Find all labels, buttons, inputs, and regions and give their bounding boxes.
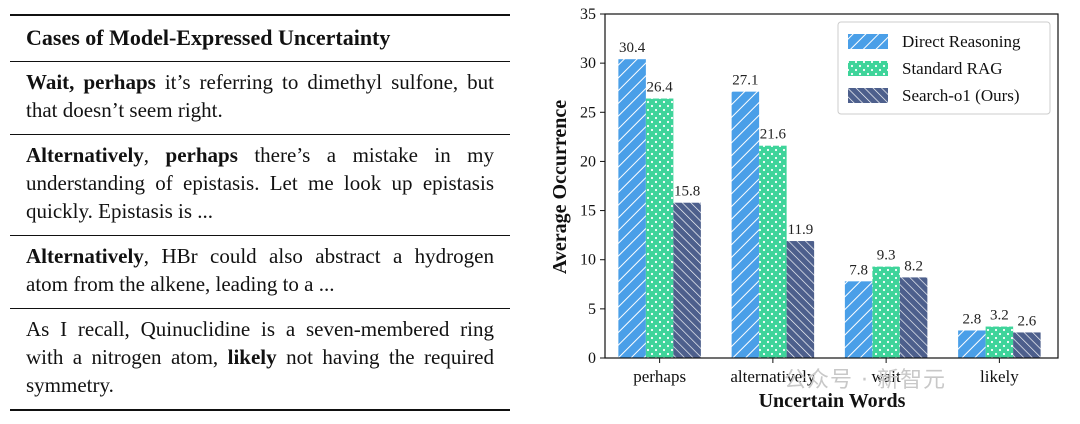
- data-label: 21.6: [760, 127, 787, 143]
- legend-swatch: [848, 61, 888, 76]
- case-text: As I recall, Quinuclidine is a seven-mem…: [26, 317, 494, 369]
- case-text: it’s referring to dimethyl sulfone, but …: [26, 70, 494, 122]
- y-tick-label: 0: [588, 350, 596, 367]
- bar: [673, 202, 701, 358]
- case-1: Wait, perhaps it’s referring to dimethyl…: [10, 62, 510, 134]
- watermark-text: 公众号 · 新智元: [784, 368, 946, 393]
- bar: [1013, 332, 1041, 358]
- legend: Direct Reasoning Standard RAG Search-o1 (O…: [837, 21, 1051, 115]
- uncertainty-cases-table: Cases of Model-Expressed Uncertainty Wai…: [10, 14, 510, 411]
- x-tick-label: alternatively: [730, 367, 815, 386]
- emphasis-word: Alternatively: [26, 244, 144, 268]
- y-tick-label: 20: [580, 153, 596, 170]
- y-tick-label: 35: [580, 6, 596, 23]
- y-tick-label: 10: [580, 252, 596, 269]
- emphasis-word: perhaps: [165, 143, 238, 167]
- legend-label: Standard RAG: [902, 59, 1003, 78]
- emphasis-word: Wait, perhaps: [26, 70, 156, 94]
- bar: [645, 98, 674, 359]
- bar: [899, 277, 928, 358]
- emphasis-word: likely: [227, 345, 277, 369]
- bar: [985, 326, 1014, 358]
- case-text: not having the required symmetry.: [26, 345, 494, 397]
- legend-label: Direct Reasoning: [902, 32, 1021, 51]
- case-text: , HBr could also abstract a hydro­gen at…: [26, 244, 494, 296]
- bars-layer: [618, 59, 1041, 359]
- case-text: there’s a mistake in my understanding of…: [26, 143, 494, 223]
- data-label: 26.4: [647, 80, 674, 96]
- bar: [958, 330, 986, 358]
- bar: [844, 281, 873, 358]
- table-bottom-rule: [10, 409, 510, 411]
- data-label: 30.4: [619, 40, 646, 56]
- data-label: 7.8: [849, 262, 868, 278]
- data-label: 2.8: [963, 311, 982, 327]
- x-tick-label: perhaps: [633, 367, 686, 386]
- data-label: 15.8: [674, 184, 700, 200]
- case-3: Alternatively, HBr could also abstract a…: [10, 236, 510, 308]
- table-top-rule: [10, 14, 510, 16]
- y-tick-label: 15: [580, 203, 596, 220]
- data-label: 3.2: [990, 308, 1009, 324]
- uncertainty-bar-chart: 30.4 26.4 15.8 27.1 21.6 11.9 7.8 9.3 8.2 2.8 3.2 2…: [549, 6, 1059, 412]
- data-label: 27.1: [732, 73, 758, 89]
- bar: [618, 59, 646, 359]
- table-title: Cases of Model-Expressed Uncertainty: [26, 25, 391, 50]
- y-tick-label: 30: [580, 55, 596, 72]
- x-tick-label: wait: [871, 367, 901, 386]
- data-label: 8.2: [904, 258, 923, 274]
- y-axis-title: Average Occurrence: [549, 100, 571, 274]
- case-2: Alternatively, perhaps there’s a mistake…: [10, 135, 510, 235]
- data-label: 11.9: [788, 222, 814, 238]
- x-tick-label: likely: [980, 367, 1019, 386]
- data-label: 9.3: [877, 248, 896, 264]
- legend-label: Search-o1 (Ours): [902, 86, 1020, 105]
- y-tick-label: 25: [580, 104, 596, 121]
- case-text: ,: [143, 143, 166, 167]
- axes-layer: perhaps alternatively wait likely 0 5 10 15 20 25…: [580, 6, 1059, 386]
- case-4: As I recall, Quinuclidine is a seven-mem…: [10, 309, 510, 409]
- x-axis-title: Uncertain Words: [759, 390, 906, 412]
- y-tick-label: 5: [588, 301, 596, 318]
- data-label: 2.6: [1018, 313, 1037, 329]
- bar: [731, 91, 760, 358]
- case-divider: [10, 134, 510, 135]
- bar: [759, 145, 787, 358]
- legend-swatch: [848, 34, 888, 49]
- bar: [786, 241, 815, 358]
- bar: [872, 266, 900, 358]
- value-labels-layer: 30.4 26.4 15.8 27.1 21.6 11.9 7.8 9.3 8.2 2.8 3.2 2…: [619, 40, 1037, 329]
- case-divider: [10, 235, 510, 236]
- table-header-rule: [10, 61, 510, 62]
- legend-swatch: [848, 88, 888, 103]
- emphasis-word: Alternatively: [26, 143, 144, 167]
- case-divider: [10, 308, 510, 309]
- legend-box: [837, 21, 1051, 115]
- plot-frame: [604, 13, 1059, 359]
